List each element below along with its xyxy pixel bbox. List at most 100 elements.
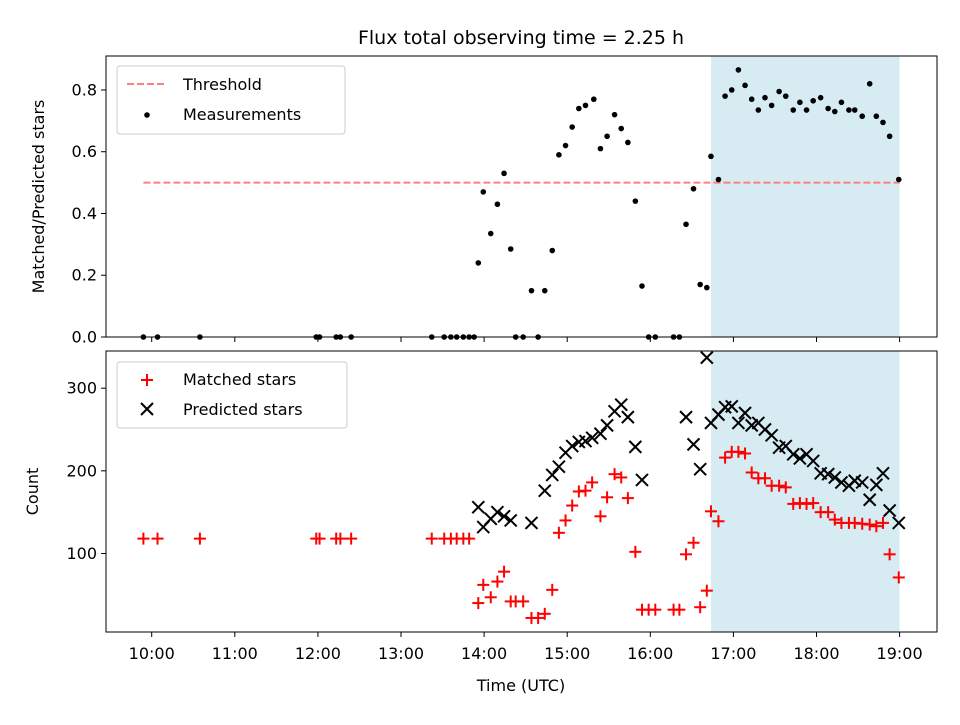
matched-star-point — [680, 548, 693, 561]
predicted-star-point — [793, 451, 807, 466]
measurement-point — [895, 176, 902, 183]
legend-measurements-label: Measurements — [183, 105, 301, 124]
predicted-star-point — [869, 478, 884, 492]
predicted-star-point — [621, 410, 635, 424]
matched-star-point — [779, 481, 792, 494]
measurement-point — [873, 113, 880, 120]
bottom-panel-y-axis-label: Count — [23, 468, 42, 516]
matched-star-point — [425, 532, 438, 545]
x-tick-label: 19:00 — [877, 644, 923, 663]
matched-star-point — [477, 578, 490, 591]
bottom-panel-x-ticks: 10:00 11:00 12:00 13:00 14:00 15:00 16:00 17:00… — [129, 632, 923, 663]
x-tick-label: 12:00 — [295, 644, 341, 663]
measurement-point — [831, 108, 838, 115]
y-tick-label: 0.8 — [72, 80, 97, 99]
predicted-star-point — [628, 440, 643, 454]
predicted-star-point — [545, 468, 559, 482]
measurement-point — [810, 97, 816, 104]
matched-star-point — [594, 510, 607, 523]
y-tick-label: 300 — [66, 379, 97, 398]
top-panel-frame — [105, 55, 938, 338]
measurement-point — [880, 119, 886, 126]
x-tick-label: 13:00 — [378, 644, 424, 663]
highlight-span — [710, 56, 900, 337]
predicted-star-point — [679, 410, 693, 424]
highlight-span — [710, 351, 900, 632]
predicted-star-point — [497, 509, 511, 524]
measurement-point — [866, 80, 873, 87]
matched-star-point — [700, 584, 713, 597]
measurement-point — [683, 221, 689, 228]
predicted-star-point — [806, 454, 820, 468]
predicted-star-point — [731, 416, 746, 430]
measurement-point — [715, 176, 722, 183]
measurement-point — [576, 105, 582, 112]
predicted-star-point — [862, 493, 877, 507]
matched-star-point — [807, 497, 820, 510]
predicted-star-point — [593, 426, 608, 441]
matched-star-point — [745, 466, 758, 479]
measurement-point — [735, 67, 742, 73]
x-tick-label: 11:00 — [212, 644, 258, 663]
y-tick-label: 0.2 — [72, 266, 97, 285]
matched-star-point — [463, 532, 476, 545]
x-tick-label: 17:00 — [710, 644, 756, 663]
legend-matched-swatch — [141, 374, 153, 386]
matched-star-point — [491, 575, 504, 588]
predicted-star-point — [614, 398, 628, 412]
predicted-star-point — [834, 475, 849, 490]
chart-title: Flux total observing time = 2.25 h — [358, 27, 684, 49]
matched-star-point — [313, 532, 326, 545]
matched-star-point — [673, 603, 686, 616]
x-tick-label: 10:00 — [129, 644, 175, 663]
predicted-star-point — [524, 516, 539, 530]
legend-predicted-swatch — [140, 402, 154, 416]
measurement-point — [825, 105, 831, 112]
measurement-point — [582, 102, 589, 109]
measurement-point — [748, 96, 755, 103]
matched-star-point — [345, 532, 358, 545]
measurement-point — [590, 96, 597, 103]
x-axis-label: Time (UTC) — [476, 676, 565, 695]
matched-star-point — [773, 479, 786, 492]
measurement-point — [597, 145, 604, 152]
measurement-point — [708, 153, 714, 160]
top-legend-frame — [116, 65, 346, 135]
predicted-star-point — [700, 350, 714, 365]
matched-star-point — [892, 571, 905, 584]
matched-star-point — [883, 548, 896, 561]
measurement-point — [480, 189, 487, 195]
predicted-star-point — [585, 431, 599, 445]
matched-star-point — [579, 484, 592, 497]
top-legend: Threshold Measurements — [116, 65, 346, 135]
matched-star-point — [694, 601, 707, 614]
matched-star-point — [828, 513, 841, 526]
matched-star-point — [472, 597, 485, 610]
legend-matched-label: Matched stars — [183, 370, 296, 389]
matched-star-point — [649, 603, 662, 616]
predicted-star-point — [490, 505, 505, 519]
matched-star-point — [732, 445, 745, 458]
measurement-point — [742, 82, 748, 89]
predicted-star-point — [538, 483, 552, 498]
measurement-point — [625, 139, 631, 146]
predicted-star-point — [635, 473, 649, 487]
bottom-panel-y-ticks: 100 200 300 — [66, 379, 106, 563]
measurement-point — [704, 284, 710, 291]
measurement-point — [886, 133, 893, 140]
predicted-star-point — [821, 467, 835, 481]
measurement-point — [618, 125, 625, 132]
matched-star-point — [601, 491, 614, 504]
measurement-point — [846, 107, 852, 113]
bottom-panel-frame — [105, 350, 938, 633]
measurement-point — [549, 247, 556, 254]
matched-star-point — [822, 506, 835, 519]
matched-star-point — [498, 565, 511, 578]
top-panel-marks — [140, 67, 902, 340]
bottom-legend-frame — [116, 361, 348, 429]
measurement-point — [728, 87, 735, 93]
bottom-panel: 100 200 300 10:00 11:00 12:00 13:00 14:00 15:00… — [23, 350, 938, 663]
measurement-point — [851, 107, 858, 113]
matched-star-point — [629, 545, 642, 558]
predicted-star-point — [503, 513, 518, 528]
